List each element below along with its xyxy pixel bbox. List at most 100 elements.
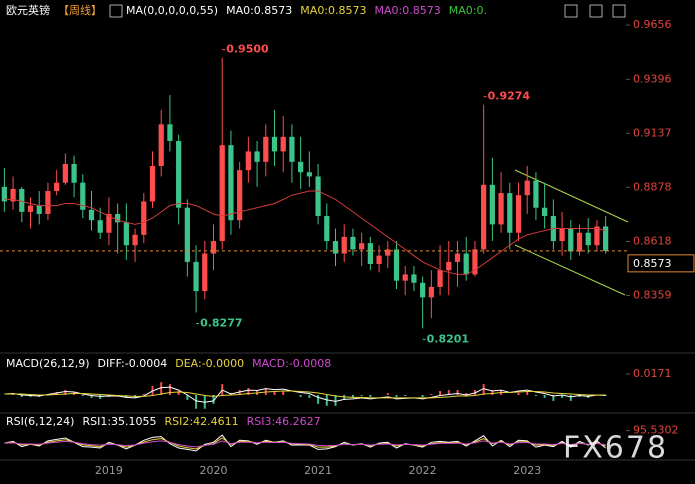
toolbar-icon[interactable] [589, 4, 603, 18]
candle-body [219, 145, 225, 242]
instrument-title: 欧元英镑 [6, 3, 50, 17]
candle-body [324, 216, 330, 242]
candle-body [489, 184, 495, 225]
candle-body [420, 282, 426, 298]
candle-body [237, 170, 243, 221]
candle-body [167, 124, 173, 141]
candle-body [10, 188, 16, 202]
indicator-readout: MACD:-0.0008 [252, 357, 331, 370]
x-tick-label: 2021 [304, 464, 332, 477]
candle-body [271, 136, 278, 152]
x-tick-label: 2022 [409, 464, 437, 477]
last-price-label: 0.8573 [633, 257, 672, 270]
indicator-readout: DIFF:-0.0004 [98, 357, 168, 370]
candle-body [245, 151, 251, 171]
trend-line [514, 244, 626, 296]
toolbar-icon[interactable] [612, 4, 626, 18]
candle-body [576, 232, 583, 252]
y-tick-label: 0.8359 [633, 288, 672, 301]
indicator-readout: MA0:0.8573 [226, 4, 292, 17]
candle-body [359, 243, 365, 250]
candle-body [411, 274, 417, 283]
indicator-readout: RSI1:35.1055 [82, 415, 156, 428]
candle-body [402, 274, 408, 281]
candle-body [542, 207, 548, 217]
candle-body [446, 261, 452, 271]
last-price-box [627, 254, 695, 273]
candle-body [437, 270, 443, 287]
candle-body [149, 166, 156, 202]
candle-body [158, 124, 164, 167]
candle-body [228, 145, 234, 221]
candle-body [603, 226, 609, 251]
indicator-readout: MA0:0.8573 [375, 4, 441, 17]
candle-body [533, 180, 539, 208]
candle-body [88, 209, 95, 221]
candle-body [19, 188, 25, 212]
candle-body [559, 228, 565, 242]
candle-body [36, 205, 42, 214]
annotation-label: 0.8277 [200, 317, 242, 330]
candle-body [97, 220, 103, 233]
toolbar-icon[interactable] [564, 4, 578, 18]
candle-body [568, 228, 574, 252]
candle-body [54, 182, 60, 192]
candle-body [507, 193, 513, 233]
indicator-label: MACD(26,12,9) [6, 357, 90, 370]
candle-body [193, 261, 199, 292]
dif-line [4, 386, 606, 403]
indicator-label: RSI(6,12,24) [6, 415, 74, 428]
candle-body [280, 136, 286, 152]
x-tick-label: 2023 [513, 464, 541, 477]
candle-body [341, 236, 347, 254]
candle-body [141, 201, 147, 235]
indicator-icon[interactable] [109, 4, 123, 18]
y-tick-label: 0.9656 [633, 18, 672, 31]
candle-body [594, 226, 600, 246]
candle-body [385, 249, 391, 256]
watermark: FX678 [563, 431, 668, 466]
candle-body [498, 193, 504, 225]
indicator-readout: DEA:-0.0000 [175, 357, 244, 370]
indicator-readout: MA0:0. [449, 4, 487, 17]
candle-body [298, 161, 304, 173]
y-tick-label: 0.0171 [633, 367, 672, 380]
annotation-label: 0.9274 [488, 90, 531, 103]
candle-body [176, 140, 182, 208]
candle-body [585, 232, 591, 246]
candle-body [289, 136, 295, 162]
candle-body [263, 136, 269, 162]
candle-body [27, 205, 34, 212]
y-tick-label: 0.9396 [633, 72, 672, 85]
candle-body [71, 163, 77, 183]
candle-body [132, 234, 138, 246]
candle-body [393, 249, 400, 281]
candle-body [202, 253, 208, 292]
y-tick-label: 0.8878 [633, 180, 672, 193]
candle-body [80, 182, 86, 210]
y-tick-label: 0.8618 [633, 234, 672, 247]
candle-body [115, 213, 121, 223]
candle-body [106, 213, 112, 233]
indicator-label: MA(0,0,0,0,0,55) [126, 4, 218, 17]
candle-body [254, 151, 260, 162]
annotation-label: 0.8201 [427, 332, 469, 345]
x-tick-label: 2020 [200, 464, 228, 477]
candle-body [184, 207, 190, 262]
rsi-line [4, 440, 606, 448]
candle-body [1, 186, 7, 202]
candle-body [376, 255, 382, 264]
trend-line [514, 169, 629, 223]
candle-body [62, 163, 68, 183]
ma-line [4, 190, 606, 275]
y-tick-label: 95.5302 [633, 424, 679, 437]
candle-body [350, 236, 356, 250]
candle-body [123, 222, 129, 246]
candle-body [306, 172, 312, 177]
candle-body [315, 176, 321, 217]
candle-body [524, 180, 530, 196]
candle-body [472, 249, 478, 275]
annotation-label: 0.9500 [226, 43, 269, 56]
indicator-readout: RSI2:42.4611 [165, 415, 239, 428]
